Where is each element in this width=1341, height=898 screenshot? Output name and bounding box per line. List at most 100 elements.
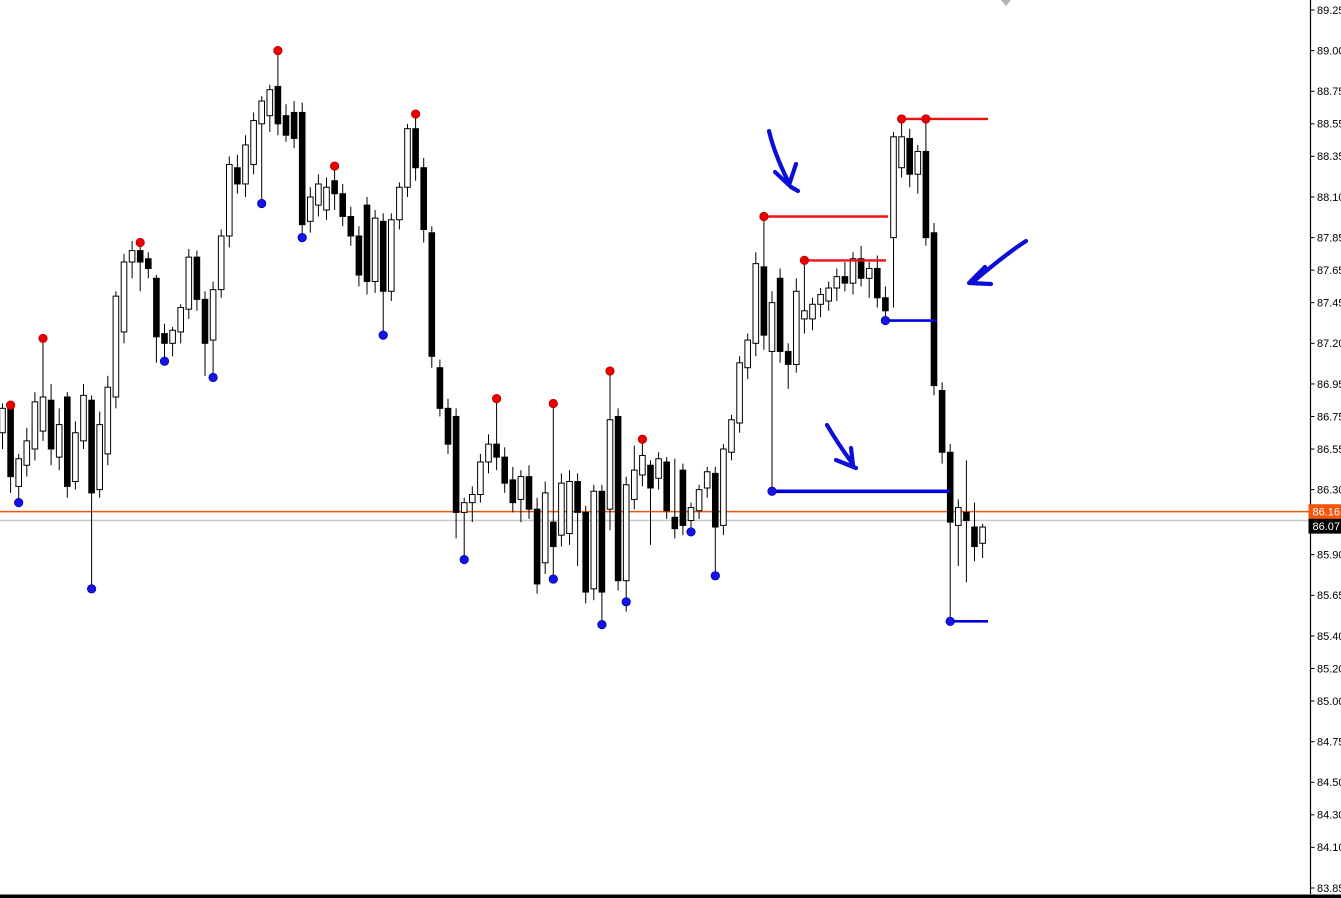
- candle: [120, 253, 128, 344]
- candle-body-down: [582, 511, 590, 593]
- swing-high-dot: [799, 255, 810, 265]
- swing-low-dot: [208, 372, 218, 383]
- candle-body-down: [930, 232, 938, 387]
- candle: [663, 457, 671, 519]
- candle-body-up: [809, 303, 816, 320]
- swing-low-dot: [297, 233, 307, 243]
- drawn-arrow-annotation[interactable]: [966, 238, 1029, 287]
- swing-low-dot: [767, 486, 777, 496]
- axis-price-label: 86.55: [1317, 444, 1341, 456]
- price-tag-box: [1308, 504, 1341, 519]
- candle-body-up: [485, 443, 492, 463]
- candle: [436, 359, 444, 417]
- candle: [460, 497, 468, 560]
- candle: [517, 470, 525, 523]
- candle-body-down: [598, 490, 606, 593]
- candle-body-up: [169, 329, 176, 344]
- candle-body-up: [23, 440, 31, 466]
- candle: [898, 118, 905, 178]
- candle: [776, 268, 784, 363]
- candle: [882, 286, 889, 321]
- axis-price-label: 85.65: [1317, 590, 1341, 602]
- candle-body-up: [177, 307, 184, 333]
- candle: [104, 375, 112, 466]
- candle: [695, 484, 703, 519]
- candle: [550, 403, 557, 580]
- candle-body-down: [298, 111, 306, 226]
- candle-body-down: [331, 180, 338, 195]
- candle: [136, 242, 144, 292]
- candle: [298, 102, 306, 238]
- candle: [930, 222, 938, 396]
- candle: [274, 50, 282, 136]
- chart-bottom-border: [0, 894, 1341, 898]
- candle: [258, 96, 265, 204]
- candle-body-up: [865, 268, 873, 279]
- candle-body-down: [436, 367, 444, 409]
- candle: [971, 502, 978, 562]
- candle: [347, 206, 355, 246]
- candle-body-up: [914, 150, 922, 175]
- candle-body-down: [412, 128, 419, 169]
- swing-high-dot: [921, 114, 931, 124]
- candle: [533, 497, 541, 594]
- candle: [96, 411, 104, 498]
- candle-body-down: [776, 277, 784, 352]
- axis-price-label: 85.40: [1317, 631, 1341, 643]
- candle: [339, 183, 346, 227]
- candle-body-up: [323, 186, 330, 211]
- swing-low-dot: [686, 527, 696, 537]
- candle-body-down: [963, 511, 970, 522]
- candle: [865, 262, 873, 298]
- candle: [145, 252, 152, 279]
- candle-body-down: [64, 396, 71, 487]
- candle-body-down: [193, 256, 201, 300]
- axis-price-label: 83.85: [1317, 883, 1341, 895]
- candle: [234, 154, 241, 194]
- candle: [541, 481, 549, 575]
- candle-body-up: [250, 120, 257, 165]
- drawn-arrow-annotation[interactable]: [766, 128, 801, 194]
- candle: [128, 240, 136, 279]
- candle-body-up: [96, 424, 104, 491]
- swing-low-dot: [378, 330, 388, 340]
- candle: [477, 453, 484, 503]
- swing-low-dot: [257, 198, 267, 209]
- candle-body-down: [201, 298, 209, 344]
- candle-body-down: [363, 204, 371, 283]
- candle: [161, 323, 168, 362]
- candle-body-up: [655, 458, 662, 479]
- axis-price-label: 85.90: [1317, 549, 1341, 561]
- drawn-arrow-annotation[interactable]: [824, 422, 859, 471]
- candle-body-up: [307, 196, 314, 222]
- candle-body-down: [88, 399, 95, 494]
- candle-body-up: [631, 469, 638, 500]
- candles-layer: [0, 50, 986, 622]
- candle-body-up: [955, 507, 962, 526]
- candle-body-up: [768, 302, 776, 352]
- candle: [614, 408, 622, 591]
- candle: [501, 447, 508, 493]
- candle: [355, 226, 363, 287]
- candle: [412, 114, 419, 181]
- price-tag-label: 86.07: [1313, 521, 1341, 533]
- swing-high-dot: [759, 211, 769, 222]
- candle-body-up: [793, 290, 800, 365]
- candle-body-down: [938, 389, 946, 453]
- candle: [242, 135, 249, 197]
- candle-body-up: [477, 461, 484, 496]
- candle: [914, 144, 922, 194]
- swing-high-dot: [491, 393, 502, 404]
- axis-price-label: 89.00: [1317, 45, 1341, 57]
- swing-high-dot: [896, 114, 907, 124]
- candle: [671, 458, 679, 539]
- candle-body-down: [282, 115, 290, 136]
- candle-body-up: [590, 490, 598, 590]
- candle: [7, 405, 14, 493]
- candle: [226, 156, 233, 248]
- candle: [841, 262, 849, 292]
- candle-body-up: [744, 339, 752, 369]
- candle-body-up: [752, 263, 760, 344]
